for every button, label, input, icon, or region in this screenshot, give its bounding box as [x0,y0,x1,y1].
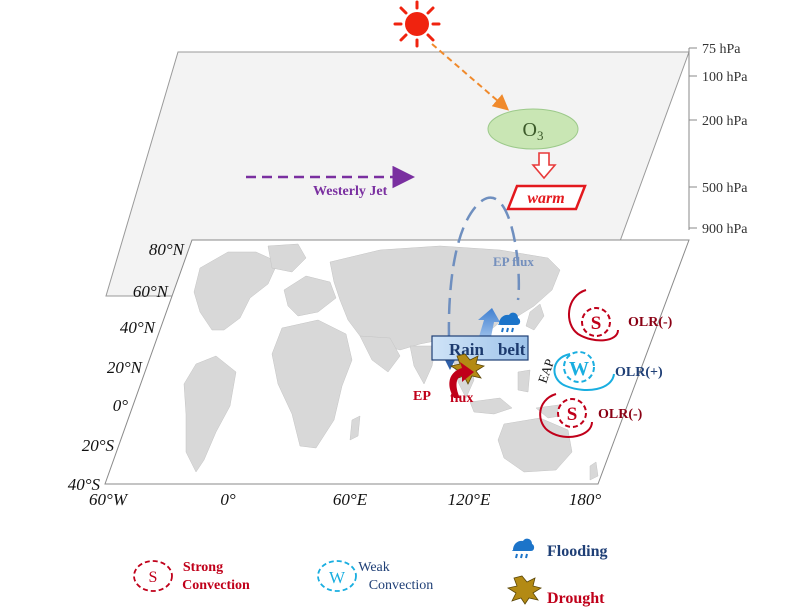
olr-label-weak: OLR(+) [615,365,663,380]
lon-0: 0° [220,490,236,509]
lon-180: 180° [569,490,602,509]
longitude-labels: 60°W 0° 60°E 120°E 180° [89,490,601,509]
radiation-arrow [431,43,510,111]
updraft-arrow [478,308,500,342]
lon-120e: 120°E [448,490,491,509]
sun-icon [393,0,441,48]
lat-60n: 60°N [133,282,170,301]
lat-20n: 20°N [107,358,144,377]
pressure-axis: 75 hPa 100 hPa 200 hPa 500 hPa 900 hPa [688,42,748,237]
svg-text:Strong: Strong [183,560,223,575]
eap-wave-curve-south [539,393,593,438]
eap-wave-curve-weak [553,353,615,391]
legend-strong-convection: S Strong Convection [133,560,250,593]
center-strong-north: S OLR(-) [581,307,673,337]
flooding-icon-map [497,312,521,333]
legend: S Strong Convection W Weak Convection Fl… [133,538,607,607]
svg-text:W: W [569,358,589,380]
ep-flux-upper-label: EP flux [493,254,534,269]
lon-60e: 60°E [333,490,368,509]
lat-20s: 20°S [82,436,115,455]
heating-arrow [531,152,557,180]
ep-flux-arc [447,196,521,363]
ozone-ellipse [487,108,579,150]
rain-belt-label: Rain belt [449,340,526,359]
lat-80n: 80°N [149,240,186,259]
level-900: 900 hPa [702,222,748,237]
drought-icon [506,575,543,605]
center-weak: W OLR(+) [563,351,663,383]
svg-text:Weak: Weak [358,560,390,575]
center-strong-south: S OLR(-) [557,398,643,428]
svg-text:Flooding: Flooding [547,543,607,560]
westerly-jet-label: Westerly Jet [313,184,388,199]
ozone-label: O3 [523,119,544,143]
level-100: 100 hPa [702,70,748,85]
lat-40s: 40°S [68,475,101,494]
warm-box [506,184,587,211]
svg-text:S: S [567,404,578,425]
warm-label: warm [527,190,564,207]
flooding-icon [511,538,535,559]
legend-drought: Drought [506,575,605,607]
lon-60w: 60°W [89,490,129,509]
eap-wave-curve [567,289,619,342]
olr-label-north: OLR(-) [628,315,673,330]
world-map [183,243,599,481]
svg-text:Drought: Drought [547,590,605,607]
rain-belt-box [431,335,529,361]
svg-text:Convection: Convection [369,578,434,593]
olr-label-south: OLR(-) [598,407,643,422]
lat-40n: 40°N [120,318,157,337]
svg-text:Convection: Convection [182,578,250,593]
ep-flux-lower-label: EP flux [413,389,473,406]
latitude-labels: 80°N 60°N 40°N 20°N 0° 20°S 40°S [68,240,186,494]
svg-text:W: W [329,568,346,587]
svg-text:S: S [149,569,158,586]
svg-text:S: S [591,313,602,334]
lat-0: 0° [113,396,129,415]
level-75: 75 hPa [702,42,741,57]
legend-weak-convection: W Weak Convection [317,560,434,593]
level-200: 200 hPa [702,114,748,129]
level-500: 500 hPa [702,181,748,196]
ep-flux-red-arrow [449,362,474,398]
legend-flooding: Flooding [511,538,607,560]
